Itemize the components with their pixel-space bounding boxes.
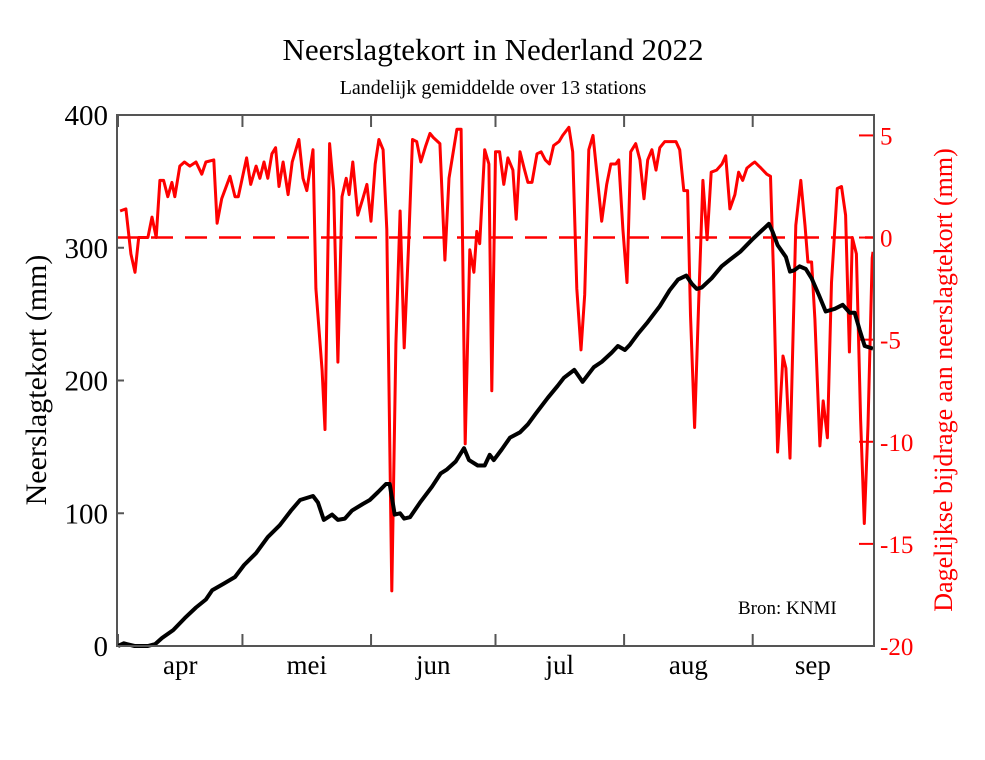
y2-tick-label: -15 [880,532,913,559]
x-tick-label: aug [669,650,708,680]
daily-contribution-line [119,125,875,593]
y2-axis-label: Dagelijkse bijdrage aan neerslagtekort (… [929,148,958,611]
y-tick-label: 300 [65,233,109,265]
y2-tick-label: -20 [880,634,913,661]
cumulative-deficit-line [117,221,874,648]
x-tick-label: jul [545,650,575,680]
source-label: Bron: KNMI [738,598,837,619]
y-tick-label: 0 [94,631,109,663]
y-tick-label: 200 [65,366,109,398]
plot-frame [116,114,875,647]
y2-tick-label: 5 [880,123,893,150]
x-tick-label: sep [795,650,831,680]
y2-tick-label: -5 [880,328,901,355]
y-tick-label: 100 [65,498,109,530]
x-tick-label: mei [287,650,328,680]
y-axis-label: Neerslagtekort (mm) [20,255,53,506]
chart-subtitle: Landelijk gemiddelde over 13 stations [340,77,647,99]
y2-tick-label: 0 [880,226,893,253]
y2-tick-label: -10 [880,430,913,457]
chart-title: Neerslagtekort in Nederland 2022 [283,32,704,67]
x-tick-label: jun [415,650,451,680]
x-tick-label: apr [163,650,197,680]
y-tick-label: 400 [65,100,109,132]
